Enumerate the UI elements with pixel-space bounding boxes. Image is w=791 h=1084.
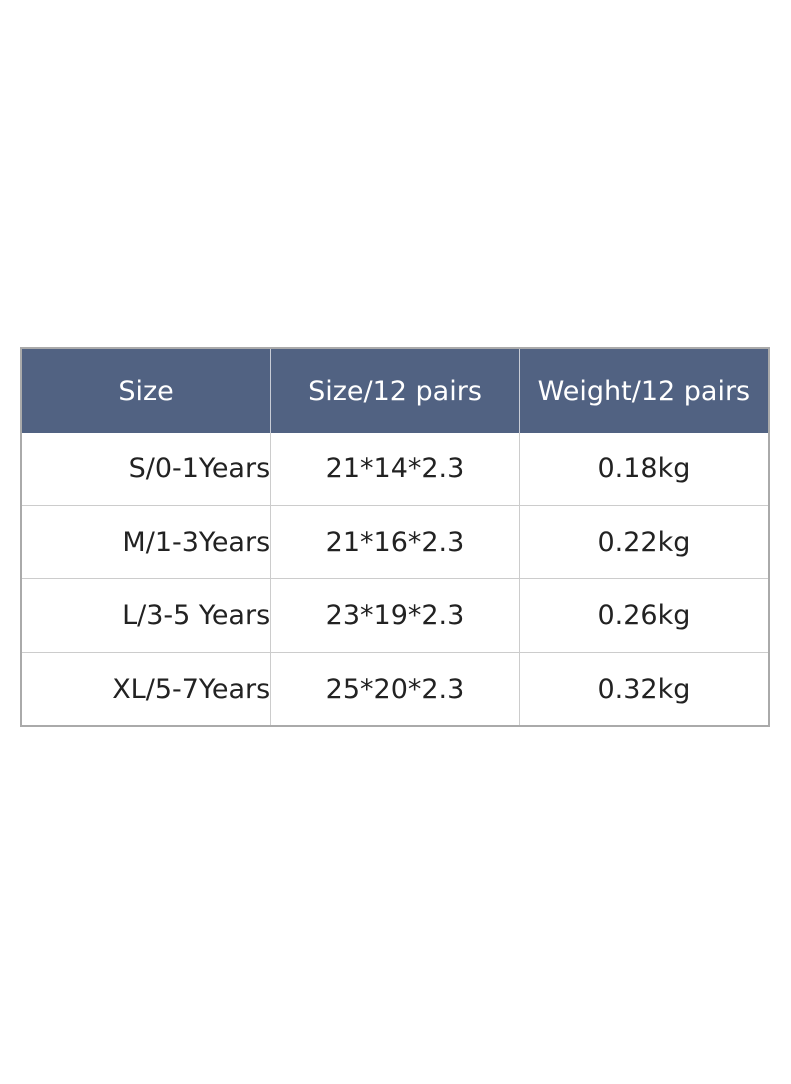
table-cell: 21*14*2.3 bbox=[270, 433, 520, 506]
table-cell: 25*20*2.3 bbox=[270, 652, 520, 725]
header-cell: Size/12 pairs bbox=[270, 349, 520, 433]
table-row: M/1-3Years 21*16*2.3 0.22kg bbox=[22, 505, 768, 580]
table-cell: 0.32kg bbox=[597, 673, 691, 705]
table-cell: 0.18kg bbox=[519, 433, 768, 506]
header-row: Size Size/12 pairs Weight/12 pairs bbox=[22, 349, 768, 433]
table-cell: 0.22kg bbox=[519, 505, 768, 580]
table-cell: 23*19*2.3 bbox=[270, 578, 520, 654]
table-cell: 0.26kg bbox=[519, 578, 768, 654]
table-row: L/3-5 Years 23*19*2.3 0.26kg bbox=[22, 578, 768, 654]
header-cell: Size bbox=[22, 349, 272, 433]
table-body: S/0-1Years 21*14*2.3 0.18kg M/1-3Years 21*16… bbox=[22, 433, 768, 725]
size-table: Size Size/12 pairs Weight/12 pairs S/0-1Ye… bbox=[20, 347, 770, 727]
table-cell: L/3-5 Years bbox=[22, 578, 272, 654]
table-cell: S/0-1Years bbox=[22, 433, 272, 506]
table-cell: XL/5-7Years bbox=[22, 652, 272, 725]
table-cell: M/1-3Years bbox=[22, 505, 272, 580]
table: Size Size/12 pairs Weight/12 pairs S/0-1Ye… bbox=[22, 349, 768, 725]
table-cell: 21*16*2.3 bbox=[270, 505, 520, 580]
table-row: S/0-1Years 21*14*2.3 0.18kg bbox=[22, 433, 768, 506]
header-cell: Weight/12 pairs bbox=[519, 349, 768, 433]
table-row: XL/5-7Years 25*20*2.3 0.32kg bbox=[22, 652, 768, 725]
